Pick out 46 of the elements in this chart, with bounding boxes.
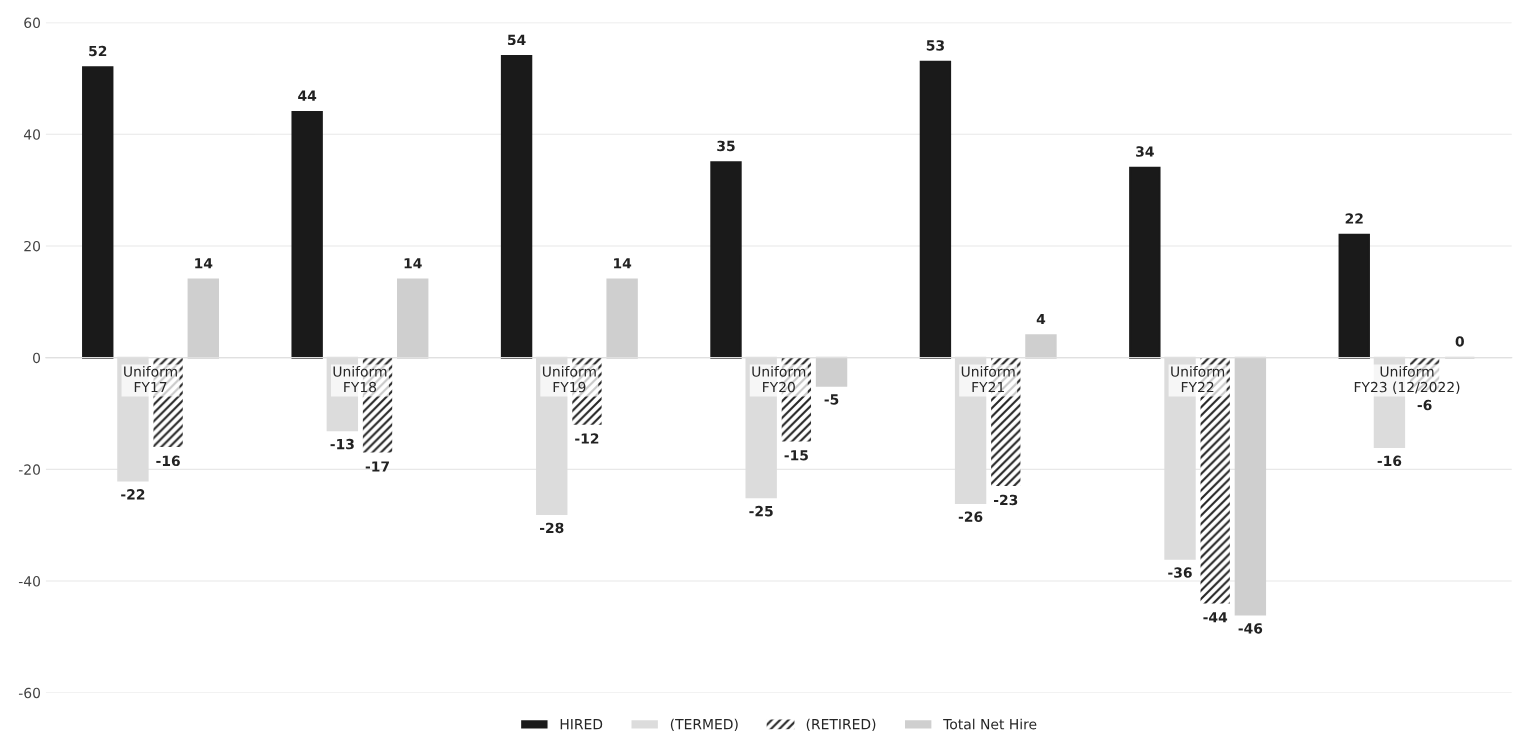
x-tick-label: Uniform FY17 xyxy=(124,366,177,393)
data-label: 53 xyxy=(926,40,944,51)
data-label: -16 xyxy=(156,455,180,467)
x-tick-label: Uniform FY18 xyxy=(333,366,387,393)
data-label: 14 xyxy=(404,258,422,269)
y-tick-label: 40 xyxy=(23,129,41,140)
y-tick-label: -60 xyxy=(18,687,41,699)
legend-label: Total Net Hire xyxy=(943,718,1037,730)
x-tick-label: Uniform FY21 xyxy=(961,366,1015,393)
x-tick-label: Uniform FY19 xyxy=(542,366,596,393)
data-label: 35 xyxy=(717,140,735,152)
legend-label: HIRED xyxy=(560,719,603,730)
x-tick-label: Uniform FY20 xyxy=(752,366,806,393)
data-label: 34 xyxy=(1136,146,1154,157)
data-label: -6 xyxy=(1417,399,1432,411)
data-label: -25 xyxy=(749,505,773,517)
data-label: -5 xyxy=(824,394,839,405)
data-label: 14 xyxy=(195,258,213,269)
y-tick-label: 20 xyxy=(24,240,41,252)
y-tick-label: -40 xyxy=(18,576,41,587)
data-label: -12 xyxy=(575,433,599,444)
data-label: -44 xyxy=(1203,612,1228,623)
data-label: 22 xyxy=(1345,213,1363,224)
data-label: -17 xyxy=(365,461,389,472)
data-label: 0 xyxy=(1455,336,1464,347)
data-label: -28 xyxy=(539,522,564,534)
y-tick-label: 60 xyxy=(24,17,41,29)
data-label: -46 xyxy=(1238,623,1263,634)
data-label: -22 xyxy=(121,489,145,500)
x-tick-label: Uniform FY22 xyxy=(1171,366,1225,393)
data-label: 44 xyxy=(298,90,317,101)
data-label: 52 xyxy=(89,45,107,57)
data-label: -15 xyxy=(784,450,808,461)
data-label: 14 xyxy=(614,258,632,269)
legend-label: (TERMED) xyxy=(670,718,738,732)
data-label: -36 xyxy=(1168,567,1192,578)
y-tick-label: 0 xyxy=(33,352,41,364)
legend-label: (RETIRED) xyxy=(806,718,876,732)
y-tick-label: -20 xyxy=(18,464,41,475)
x-tick-label: Uniform FY23 (12/2022) xyxy=(1354,366,1460,394)
data-label: -13 xyxy=(330,438,354,450)
data-label: -23 xyxy=(993,494,1018,506)
data-label: -16 xyxy=(1377,455,1402,467)
data-label: -26 xyxy=(958,511,983,522)
data-label: 54 xyxy=(507,34,526,46)
data-label: 4 xyxy=(1036,313,1046,325)
